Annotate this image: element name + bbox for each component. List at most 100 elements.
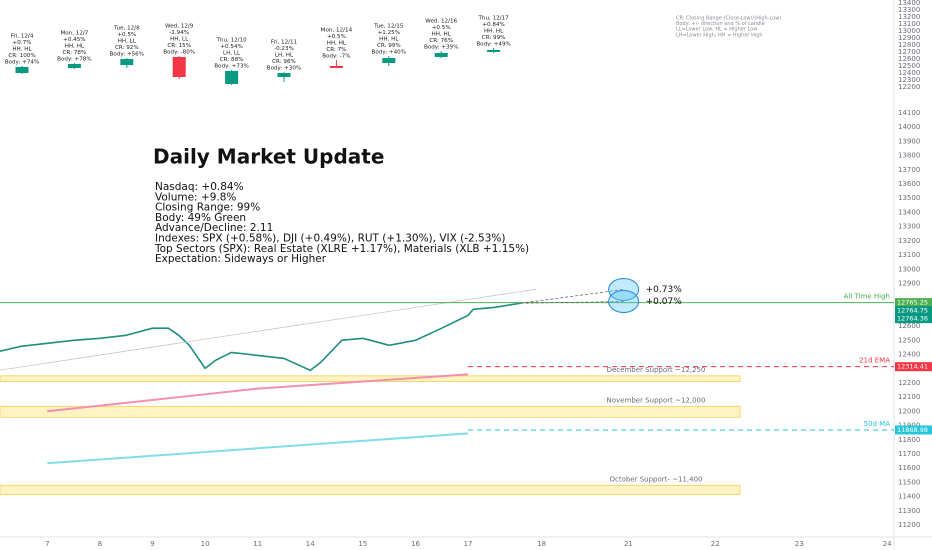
x-tick-label: 8 — [98, 540, 102, 548]
candle-note: CR: 100% — [8, 53, 35, 59]
inset-y-tick-label: 12500 — [898, 62, 920, 70]
projection-target — [608, 277, 640, 301]
candle-note: HH, LL — [118, 39, 137, 45]
legend-note: Body: +/- direction and % of candle — [676, 21, 765, 27]
candle-note: HH, HL — [327, 40, 347, 46]
candle-note: Mon, 12/14 — [321, 27, 353, 33]
candle-note: Wed, 12/16 — [425, 19, 457, 25]
x-tick-label: 7 — [45, 540, 49, 548]
y-tick-label: 14100 — [898, 109, 920, 117]
price-box-label: 11868.98 — [897, 426, 928, 434]
price-box-label: 12764.75 — [897, 307, 928, 315]
candle-note: HH, HL — [65, 43, 85, 49]
y-tick-label: 13000 — [898, 265, 920, 273]
note-line: Expectation: Sideways or Higher — [155, 253, 327, 265]
chart-title: Daily Market Update — [153, 145, 384, 169]
inset-y-tick-label: 12400 — [898, 69, 920, 77]
level-label: 50d MA — [864, 420, 891, 428]
x-tick-label: 16 — [411, 540, 420, 548]
y-tick-label: 13400 — [898, 208, 920, 216]
projection-line — [520, 289, 624, 304]
price-box-label: 12764.36 — [897, 315, 928, 323]
note-line: Top Sectors (SPX): Real Estate (XLRE +1.… — [154, 243, 529, 255]
candle-note: -1.94% — [169, 30, 189, 36]
note-line: Advance/Decline: 2.11 — [155, 222, 273, 234]
candle-note: Body: -7% — [322, 53, 350, 59]
projection-target — [608, 290, 640, 314]
candle-note: +0.5% — [117, 32, 136, 38]
price-box — [895, 306, 932, 316]
candle-note: Fri, 12/11 — [271, 40, 298, 46]
candle-note: -0.23% — [274, 46, 294, 52]
x-tick-label: 23 — [795, 540, 804, 548]
candle-body — [120, 59, 134, 66]
zone-label: October Support- ~11,400 — [609, 475, 702, 483]
y-tick-label: 12400 — [898, 351, 920, 359]
inset-y-tick-label: 12700 — [898, 48, 920, 56]
y-tick-label: 11500 — [898, 478, 920, 486]
note-line: Closing Range: 99% — [155, 202, 260, 214]
inset-y-tick-label: 13200 — [898, 13, 920, 21]
inset-y-tick-label: 13000 — [898, 27, 920, 35]
projection-label: +0.07% — [646, 297, 683, 307]
candle-note: +0.5% — [432, 25, 451, 31]
price-box — [895, 425, 932, 435]
candle-note: Body: +30% — [267, 66, 302, 72]
candle-note: HH, LL — [170, 36, 189, 42]
x-tick-label: 14 — [306, 540, 315, 548]
y-tick-label: 13500 — [898, 194, 920, 202]
y-tick-label: 13800 — [898, 152, 920, 160]
x-tick-label: 18 — [537, 540, 546, 548]
y-tick-label: 12100 — [898, 393, 920, 401]
candle-note: +0.54% — [220, 44, 242, 50]
candle-note: HH, HL — [484, 29, 504, 35]
y-tick-label: 13300 — [898, 223, 920, 231]
candle-body — [172, 56, 186, 77]
candle-body — [329, 66, 343, 69]
inset-y-tick-label: 12200 — [898, 83, 920, 91]
candle-note: Body: +74% — [5, 60, 40, 66]
inset-y-tick-label: 13400 — [898, 0, 920, 7]
inset-y-tick-label: 12300 — [898, 76, 920, 84]
candle-body — [434, 52, 448, 57]
legend-note: LL=Lower Low, HL = Higher Low — [676, 27, 757, 33]
series-line — [0, 302, 521, 372]
candle-note: Tue, 12/15 — [373, 23, 404, 29]
support-zone — [0, 484, 741, 495]
series-line — [47, 373, 469, 413]
candle-note: CR: 76% — [429, 38, 453, 44]
inset-y-tick-label: 12600 — [898, 55, 920, 63]
x-tick-label: 24 — [883, 540, 892, 548]
x-tick-label: 11 — [253, 540, 262, 548]
candle-body — [487, 49, 501, 52]
candle-note: CR: 78% — [63, 50, 87, 56]
candle-note: Tue, 12/8 — [113, 26, 140, 32]
price-box — [895, 362, 932, 372]
candle-note: Thu, 12/17 — [478, 16, 510, 22]
level-label: 21d EMA — [859, 357, 890, 365]
inset-y-tick-label: 12800 — [898, 41, 920, 49]
candle-note: CR: 92% — [115, 45, 139, 51]
projection-label: +0.73% — [646, 285, 683, 295]
y-tick-label: 13200 — [898, 237, 920, 245]
candle-note: Wed, 12/9 — [165, 23, 194, 29]
support-zone — [0, 405, 741, 418]
legend-note: CR: Closing Range (Close-Low)/(High-Low) — [676, 16, 781, 22]
candle-note: CR: 99% — [377, 43, 401, 49]
y-tick-label: 11300 — [898, 507, 920, 515]
x-tick-label: 15 — [358, 540, 367, 548]
note-line: Indexes: SPX (+0.58%), DJI (+0.49%), RUT… — [155, 233, 505, 245]
candle-note: Body: +78% — [57, 56, 92, 62]
inset-y-tick-label: 13100 — [898, 20, 920, 28]
candle-note: Fri, 12/4 — [11, 34, 34, 40]
legend-note: LH=Lower High, HH = Higher High — [676, 32, 763, 38]
y-tick-label: 12500 — [898, 336, 920, 344]
note-line: Nasdaq: +0.84% — [155, 181, 244, 193]
candle-note: Body: +56% — [110, 52, 145, 58]
candle-note: CR: 96% — [272, 59, 296, 65]
candle-note: LH, LL — [223, 50, 241, 56]
note-line: Volume: +9.8% — [155, 191, 236, 203]
